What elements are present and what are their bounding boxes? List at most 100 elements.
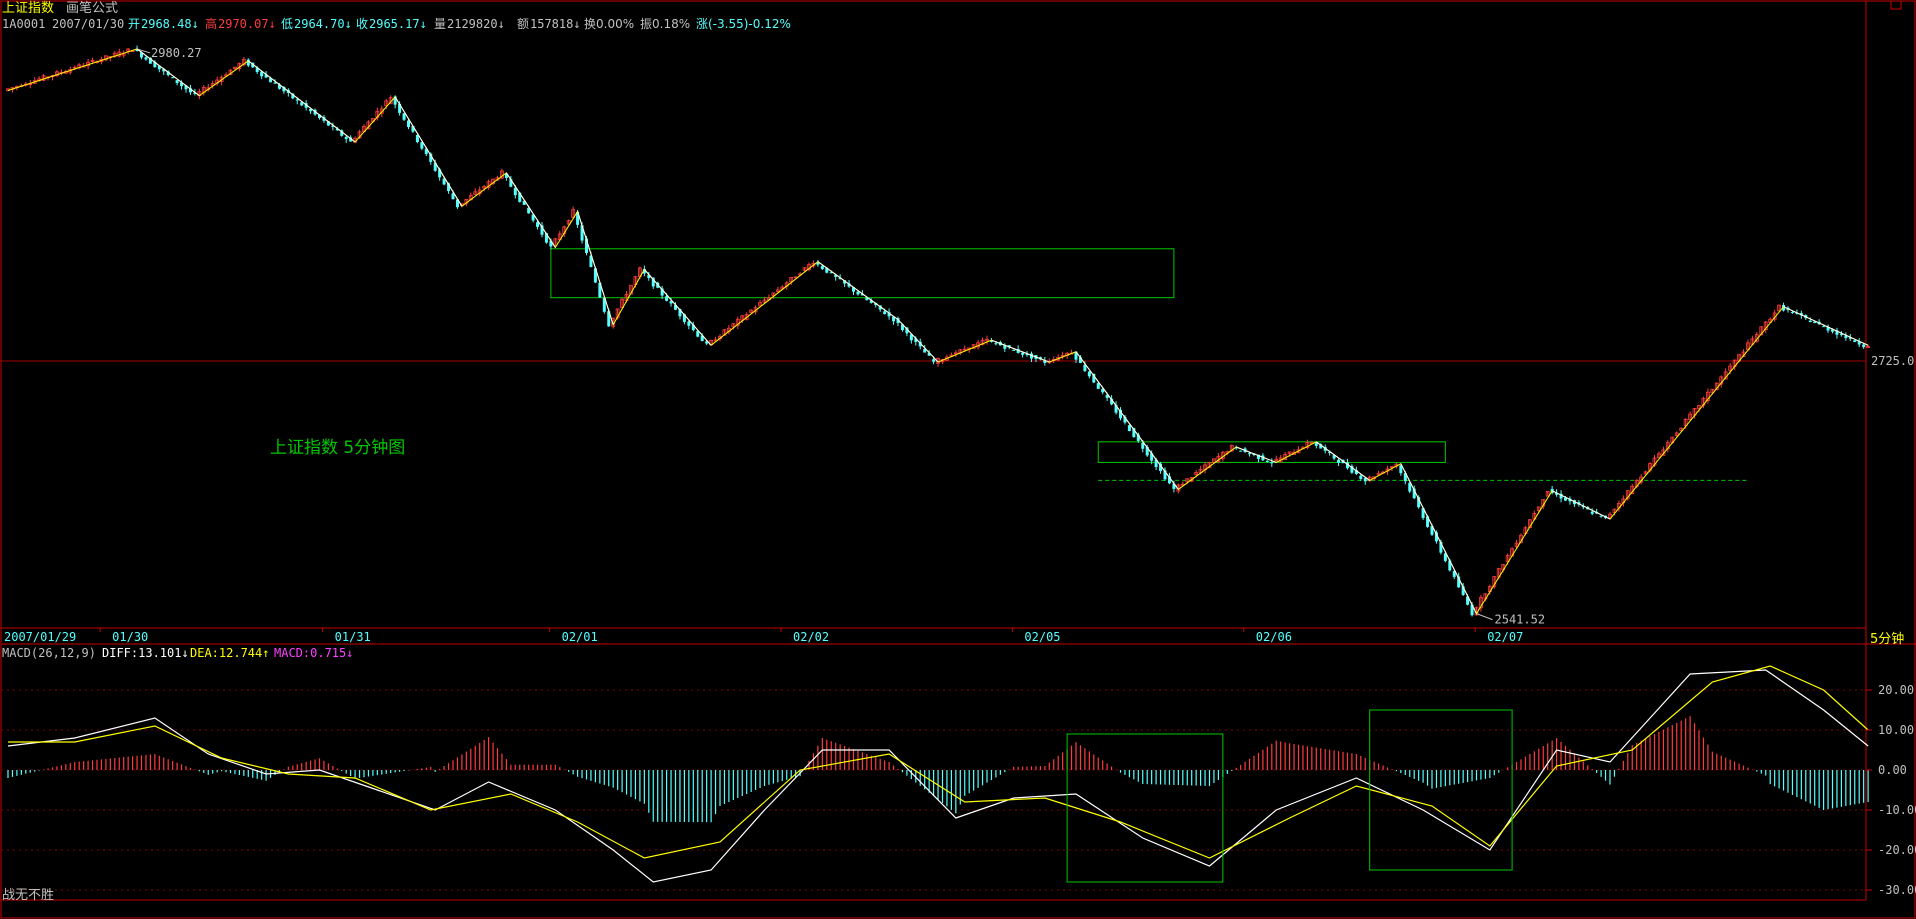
candle-down <box>1359 475 1363 479</box>
candle-down <box>246 59 250 66</box>
candle-down <box>1452 570 1456 577</box>
candle-down <box>344 136 348 140</box>
current-price-label: 2725.0 <box>1871 354 1914 368</box>
candle-down <box>838 277 842 280</box>
candle-down <box>1857 341 1861 345</box>
candle-up <box>1674 432 1679 436</box>
candle-down <box>251 62 255 68</box>
candle-up <box>1305 442 1310 449</box>
zigzag-down-segment <box>1236 446 1277 463</box>
candle-up <box>953 352 958 355</box>
amount-value: 157818↓ <box>530 17 581 31</box>
candle-down <box>175 80 179 84</box>
candle-up <box>789 277 794 283</box>
candle-down <box>1172 483 1176 489</box>
candle-down <box>135 48 139 52</box>
x-axis-label: 02/06 <box>1256 630 1292 644</box>
candle-up <box>233 66 237 69</box>
candle-down <box>843 280 847 284</box>
candle-down <box>1470 604 1474 616</box>
candle-up <box>1479 597 1483 609</box>
period-label[interactable]: 5分钟 <box>1870 631 1904 647</box>
candle-down <box>1025 354 1029 356</box>
candle-down <box>878 305 882 310</box>
candle-up <box>1536 506 1541 512</box>
candle-down <box>1363 478 1367 482</box>
candle-down <box>1354 470 1358 474</box>
macd-diff-line <box>7 669 1869 883</box>
candle-down <box>536 222 540 227</box>
candle-up <box>1608 513 1612 519</box>
candle-down <box>1087 371 1091 377</box>
high-price-pointer <box>136 48 151 54</box>
x-axis-label: 01/31 <box>335 630 371 644</box>
candle-down <box>420 142 424 149</box>
candle-down <box>291 93 295 99</box>
candle-down <box>411 125 415 132</box>
candle-down <box>892 316 896 322</box>
candle-down <box>834 274 838 277</box>
formula-name: 画笔公式 <box>66 0 118 16</box>
candle-down <box>1844 335 1848 339</box>
candle-down <box>277 84 281 89</box>
high-price-label: 2980.27 <box>151 46 202 60</box>
candle-down <box>1136 434 1140 441</box>
zigzag-down-segment <box>247 60 356 143</box>
candle-up <box>41 75 46 81</box>
candle-down <box>304 103 308 108</box>
candle-down <box>522 200 526 205</box>
candle-down <box>540 225 544 235</box>
open-label: 开 <box>128 17 140 31</box>
candle-down <box>1239 450 1243 452</box>
candle-down <box>451 193 455 200</box>
candle-down <box>1403 473 1407 482</box>
zigzag-down-segment <box>394 96 463 207</box>
candle-up <box>771 292 776 297</box>
candle-down <box>660 288 664 296</box>
candle-down <box>647 274 651 279</box>
stock-code: 1A0001 <box>2 17 45 31</box>
candle-down <box>602 297 606 312</box>
candle-down <box>1417 497 1421 508</box>
candle-down <box>1568 498 1572 502</box>
candle-down <box>678 308 682 317</box>
candle-up <box>1706 391 1710 401</box>
candle-down <box>887 312 891 317</box>
candle-down <box>1319 444 1323 449</box>
candle-down <box>1328 452 1332 454</box>
candle-down <box>1831 329 1834 332</box>
zigzag-down-segment <box>643 269 712 346</box>
candle-down <box>682 314 686 322</box>
close-label: 收 <box>356 17 368 31</box>
candle-down <box>1141 442 1145 449</box>
candle-down <box>674 304 677 310</box>
candle-down <box>918 341 922 347</box>
candle-down <box>905 327 909 334</box>
candle-up <box>962 348 967 351</box>
candle-down <box>865 297 869 301</box>
candle-down <box>593 268 597 283</box>
candle-up <box>1292 451 1296 455</box>
macd-params: MACD(26,12,9) <box>2 646 96 660</box>
candle-down <box>1154 459 1158 468</box>
low-price-pointer <box>1476 613 1493 621</box>
candle-up <box>749 309 754 313</box>
candle-down <box>504 173 508 178</box>
zigzag-line <box>7 48 1869 615</box>
candle-down <box>1399 465 1403 474</box>
consolidation-box <box>550 248 1175 299</box>
candle-up <box>241 58 246 66</box>
restore-icon[interactable] <box>1890 0 1902 10</box>
candle-up <box>802 267 807 271</box>
candle-down <box>1426 516 1430 527</box>
candle-up <box>985 338 989 342</box>
macd-axis-label: 0.00 <box>1878 763 1907 777</box>
candle-down <box>398 103 402 113</box>
candle-down <box>1826 326 1830 331</box>
candle-down <box>847 283 851 287</box>
candle-up <box>379 108 384 114</box>
candle-down <box>1270 461 1274 464</box>
macd-axis-label: -20.00 <box>1878 843 1916 857</box>
candle-down <box>1461 586 1465 595</box>
